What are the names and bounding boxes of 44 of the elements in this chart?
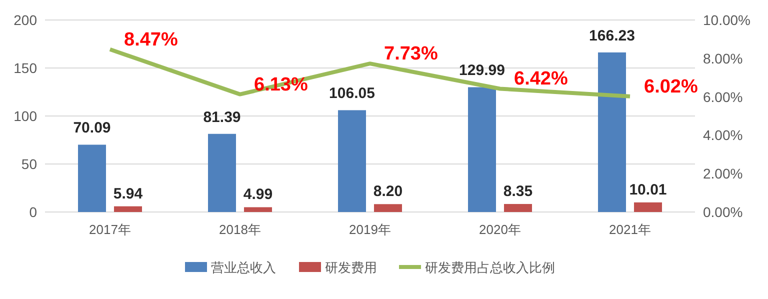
data-label: 8.47% — [124, 29, 178, 50]
data-label: 81.39 — [203, 108, 241, 126]
x-tick-label: 2017年 — [89, 222, 131, 237]
data-label: 6.02% — [644, 76, 698, 98]
y-tick-label: 0 — [29, 204, 38, 220]
x-tick-label: 2018年 — [219, 222, 261, 237]
y2-tick-label: 8.00% — [703, 50, 743, 66]
data-label: 6.42% — [514, 68, 568, 90]
line-series — [108, 47, 632, 98]
data-label: 70.09 — [73, 120, 111, 137]
legend-label: 营业总收入 — [211, 260, 276, 275]
y-tick-label: 50 — [21, 156, 38, 172]
y-tick-label: 100 — [14, 108, 38, 124]
bar — [114, 206, 142, 212]
data-label: 10.01 — [629, 181, 667, 198]
y2-tick-label: 2.00% — [703, 166, 743, 182]
data-label: 166.23 — [589, 27, 635, 44]
x-tick-label: 2019年 — [349, 222, 391, 237]
bar — [598, 52, 626, 212]
bar — [244, 207, 272, 212]
data-label: 8.35 — [503, 182, 533, 200]
x-tick-label: 2020年 — [479, 222, 521, 237]
bar — [634, 202, 662, 212]
y2-tick-label: 4.00% — [703, 127, 743, 144]
bar — [374, 204, 402, 212]
bar — [338, 110, 366, 212]
bar — [504, 204, 532, 212]
data-label: 8.20 — [373, 183, 403, 200]
data-label: 4.99 — [243, 186, 273, 204]
x-tick-label: 2021年 — [609, 222, 651, 237]
data-label: 129.99 — [459, 62, 505, 80]
y2-tick-label: 10.00% — [703, 12, 750, 28]
y2-tick-label: 0.00% — [703, 204, 743, 220]
y-tick-label: 200 — [14, 12, 38, 28]
data-label: 106.05 — [329, 85, 375, 102]
legend-label: 研发费用占总收入比例 — [425, 260, 555, 275]
bar — [208, 134, 236, 212]
y-tick-label: 150 — [14, 60, 38, 76]
bar — [78, 144, 106, 212]
bar — [468, 87, 496, 212]
data-label: 7.73% — [384, 44, 438, 65]
data-label: 5.94 — [113, 185, 144, 202]
y2-tick-label: 6.00% — [703, 88, 743, 105]
legend-label: 研发费用 — [325, 260, 377, 275]
